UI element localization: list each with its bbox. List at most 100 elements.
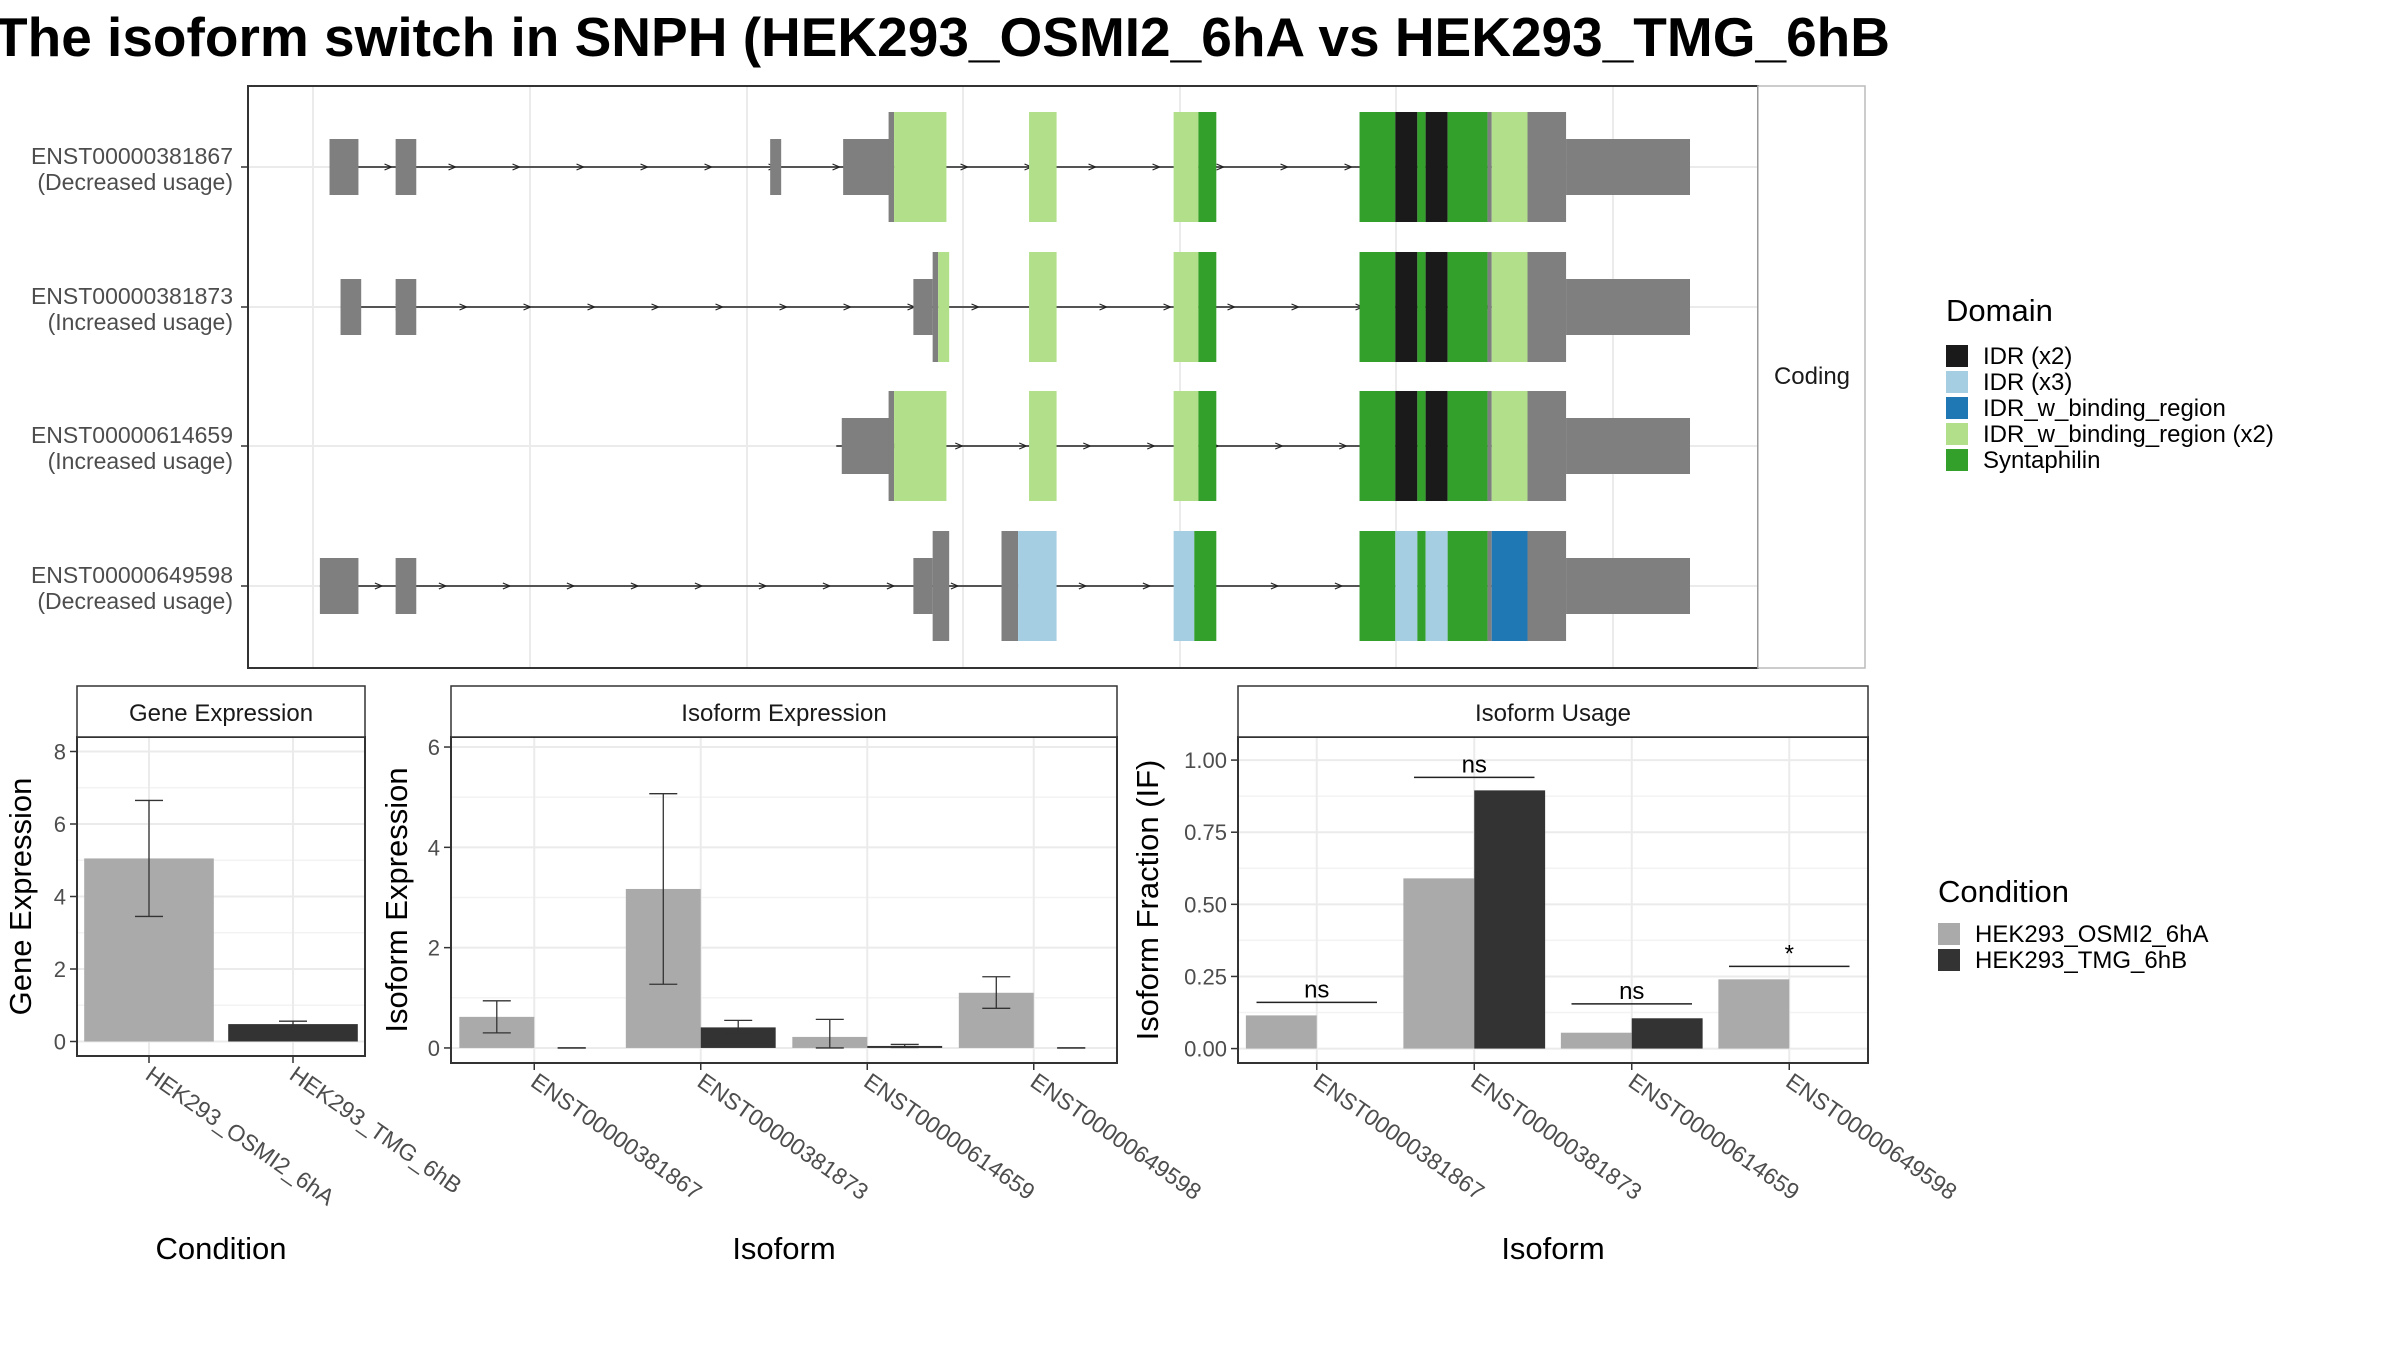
intron-arrow (886, 582, 896, 590)
bar (1560, 1032, 1632, 1049)
domain-legend-title: Domain (1946, 293, 2053, 328)
y-axis-title: Isoform Expression (379, 767, 414, 1032)
coding-exon (1527, 112, 1567, 222)
coding-exon (1173, 252, 1199, 362)
coding-exon (888, 112, 895, 222)
domain-legend-key (1946, 423, 1968, 445)
panel-strip-label: Gene Expression (129, 700, 313, 727)
gene-expression-panel: 02468HEK293_OSMI2_6hAHEK293_TMG_6hBGene … (3, 685, 467, 1266)
coding-exon (1029, 252, 1057, 362)
coding-exon (1425, 391, 1448, 501)
x-tick-label: ENST00000381873 (1466, 1068, 1646, 1205)
coding-exon (1447, 112, 1488, 222)
coding-exon (1173, 112, 1199, 222)
significance-label: ns (1462, 751, 1487, 778)
coding-exon (1417, 252, 1426, 362)
utr-exon (1566, 139, 1690, 195)
utr-exon (395, 558, 417, 614)
coding-exon (1194, 531, 1217, 641)
condition-legend-label: HEK293_OSMI2_6hA (1975, 921, 2208, 948)
bar (1403, 878, 1475, 1049)
domain-legend-key (1946, 371, 1968, 393)
intron-arrow (843, 303, 853, 311)
intron-arrow (1078, 582, 1088, 590)
intron-arrow (1334, 582, 1344, 590)
domain-legend-label: IDR (x3) (1983, 369, 2072, 396)
domain-legend-key (1946, 397, 1968, 419)
intron-arrow (374, 582, 384, 590)
utr-exon (841, 418, 892, 474)
utr-exon (340, 279, 362, 335)
coding-exon (888, 391, 895, 501)
intron-arrow (1280, 163, 1290, 171)
utr-exon (1566, 279, 1690, 335)
intron-arrow (715, 303, 725, 311)
coding-exon (1487, 391, 1492, 501)
transcript-usage-label: (Decreased usage) (37, 169, 233, 195)
bar (1474, 790, 1546, 1049)
coding-exon (1491, 112, 1528, 222)
coding-exon (1359, 531, 1396, 641)
panel-strip-label: Isoform Expression (681, 700, 886, 727)
domain-legend-label: Syntaphilin (1983, 447, 2100, 474)
intron-arrow (704, 163, 714, 171)
x-tick-label: ENST00000614659 (1624, 1068, 1804, 1205)
coding-exon (1359, 391, 1396, 501)
significance-label: ns (1619, 978, 1644, 1005)
utr-exon (1566, 418, 1690, 474)
coding-exon (1527, 391, 1567, 501)
coding-exon (1395, 391, 1418, 501)
domain-legend-label: IDR_w_binding_region (x2) (1983, 421, 2274, 448)
intron-arrow (1270, 582, 1280, 590)
transcript-id-label: ENST00000381873 (31, 283, 233, 309)
facet-label-coding: Coding (1774, 363, 1850, 390)
coding-exon (1491, 391, 1528, 501)
coding-exon (1527, 531, 1567, 641)
coding-exon (1395, 252, 1418, 362)
domain-legend-key (1946, 345, 1968, 367)
coding-exon (1487, 112, 1492, 222)
intron-arrow (438, 582, 448, 590)
figure-title: The isoform switch in SNPH (HEK293_OSMI2… (0, 6, 1890, 68)
coding-exon (1395, 112, 1418, 222)
coding-exon (1198, 112, 1217, 222)
panel-strip (450, 685, 1118, 738)
y-tick-label: 0.75 (1184, 820, 1227, 845)
coding-exon (1018, 531, 1057, 641)
isoform-usage-panel: ns ns ns * 0.00 0.25 0.50 0.75 1.00 ENST000003818… (1130, 685, 1962, 1266)
bar (228, 1024, 358, 1042)
domain-legend-label: IDR_w_binding_region (1983, 395, 2226, 422)
utr-exon (395, 139, 417, 195)
utr-exon (329, 139, 359, 195)
transcript-id-label: ENST00000649598 (31, 562, 233, 588)
intron-arrow (950, 582, 960, 590)
coding-exon (1425, 112, 1448, 222)
utr-exon (1566, 558, 1690, 614)
coding-exon (1173, 391, 1199, 501)
condition-legend-title: Condition (1938, 874, 2069, 909)
x-tick-label: ENST00000649598 (1026, 1068, 1206, 1205)
bar (1631, 1018, 1703, 1049)
condition-legend-key (1938, 949, 1960, 971)
coding-exon (1029, 391, 1057, 501)
intron-arrow (1227, 303, 1237, 311)
transcript-id-label: ENST00000381867 (31, 143, 233, 169)
coding-exon (1173, 531, 1195, 641)
y-axis-title: Gene Expression (3, 778, 38, 1016)
intron-arrow (758, 582, 768, 590)
transcript-usage-label: (Decreased usage) (37, 588, 233, 614)
utr-exon (319, 558, 359, 614)
y-tick-label: 0.50 (1184, 892, 1227, 917)
intron-arrow (1216, 163, 1226, 171)
intron-arrow (1275, 442, 1284, 450)
coding-exon (1447, 531, 1488, 641)
intron-arrow (459, 303, 469, 311)
coding-exon (938, 252, 950, 362)
utr-exon (770, 139, 782, 195)
intron-arrow (651, 303, 661, 311)
isoform-expression-panel: 0246ENST00000381867ENST00000381873ENST00… (379, 685, 1206, 1266)
coding-exon (1527, 252, 1567, 362)
intron-arrow (822, 582, 832, 590)
x-tick-label: ENST00000381867 (1309, 1068, 1489, 1205)
